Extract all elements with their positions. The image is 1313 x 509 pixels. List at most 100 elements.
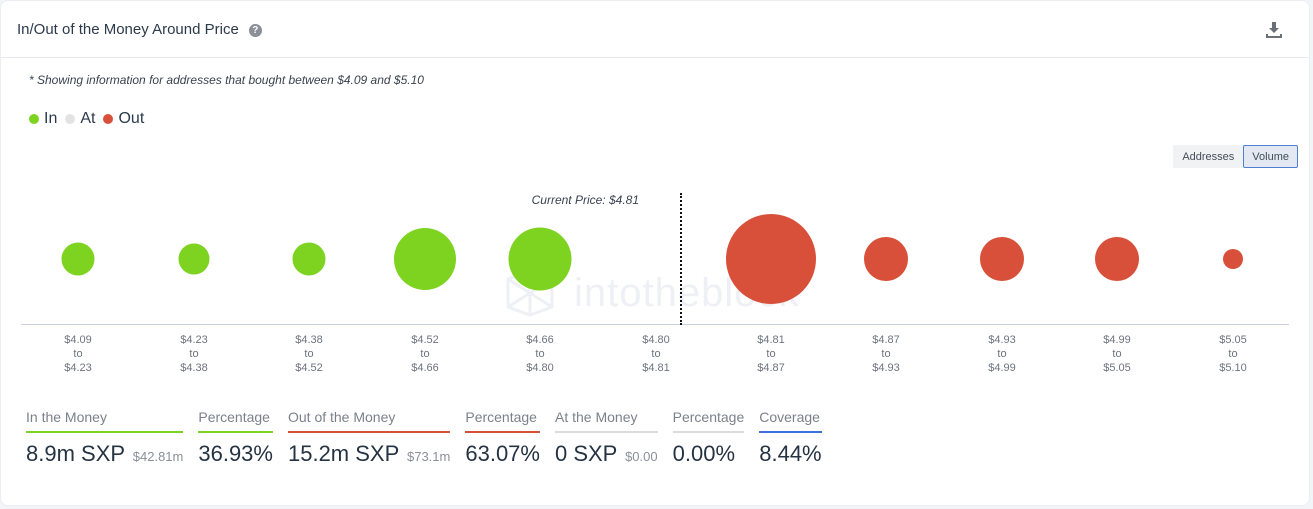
tick-from: $4.81 — [757, 334, 785, 346]
bubble-out[interactable] — [864, 237, 908, 281]
stat-usd-value: $0.00 — [625, 449, 658, 464]
tick-to: $5.05 — [1103, 362, 1131, 374]
stat-label: Percentage — [198, 409, 273, 433]
stat-label: In the Money — [26, 409, 184, 433]
bubble-in[interactable] — [394, 228, 456, 290]
legend-item-in[interactable]: In — [29, 110, 57, 128]
bubble-chart: intotheblock Current Price: $4.81 $4.09 t… — [1, 181, 1311, 381]
current-price-label: Current Price: $4.81 — [531, 193, 639, 207]
x-tick-label: $4.52 to $4.66 — [411, 333, 439, 375]
card-title: In/Out of the Money Around Price — [17, 20, 239, 38]
tick-from: $4.93 — [988, 334, 1016, 346]
bubble-in[interactable] — [61, 242, 95, 276]
bubble-in[interactable] — [292, 242, 326, 276]
stat-value: 0 SXP $0.00 — [554, 441, 658, 466]
tick-to: $5.10 — [1219, 362, 1247, 374]
tick-to-word: to — [420, 348, 430, 360]
tick-to-word: to — [1228, 348, 1238, 360]
x-axis-line — [21, 324, 1289, 325]
tick-from: $4.52 — [411, 334, 439, 346]
tick-to-word: to — [651, 348, 661, 360]
current-price-line — [680, 193, 682, 325]
addresses-button[interactable]: Addresses — [1173, 145, 1244, 168]
tick-to: $4.38 — [180, 362, 208, 374]
stat-label: Percentage — [465, 409, 540, 433]
x-tick-label: $4.09 to $4.23 — [64, 333, 92, 375]
stat-label: Coverage — [759, 409, 822, 433]
legend-label: In — [44, 110, 58, 127]
stat-value: 8.9m SXP $42.81m — [26, 441, 184, 466]
stat-percentage: Percentage 36.93% — [198, 409, 273, 467]
card-header: In/Out of the Money Around Price ? — [1, 1, 1309, 58]
stat-out-of-the-money: Out of the Money 15.2m SXP $73.1m — [287, 409, 451, 467]
tick-to-word: to — [1112, 348, 1122, 360]
x-tick-label: $4.99 to $5.05 — [1103, 333, 1131, 375]
download-icon[interactable] — [1265, 21, 1283, 39]
metric-toggle: Addresses Volume — [1173, 145, 1298, 168]
stat-at-the-money: At the Money 0 SXP $0.00 — [554, 409, 658, 467]
x-tick-label: $4.80 to $4.81 — [642, 333, 670, 375]
tick-to: $4.23 — [64, 362, 92, 374]
tick-to-word: to — [766, 348, 776, 360]
tick-from: $4.23 — [180, 334, 208, 346]
bubble-in[interactable] — [508, 227, 572, 291]
stat-value: 8.44% — [759, 441, 822, 466]
x-tick-label: $4.23 to $4.38 — [180, 333, 208, 375]
stats-row: In the Money 8.9m SXP $42.81m Percentage 36… — [26, 409, 837, 467]
x-tick-label: $5.05 to $5.10 — [1219, 333, 1247, 375]
tick-from: $5.05 — [1219, 334, 1247, 346]
stat-usd-value: $73.1m — [406, 449, 451, 464]
legend-dot-icon — [29, 114, 39, 124]
tick-from: $4.87 — [872, 334, 900, 346]
bubble-in[interactable] — [178, 243, 210, 275]
tick-to-word: to — [73, 348, 83, 360]
tick-from: $4.38 — [295, 334, 323, 346]
tick-to-word: to — [535, 348, 545, 360]
stat-usd-value: $42.81m — [132, 449, 184, 464]
legend-label: At — [80, 110, 96, 127]
stat-label: Out of the Money — [287, 409, 451, 433]
bubble-out[interactable] — [1095, 237, 1139, 281]
x-tick-label: $4.38 to $4.52 — [295, 333, 323, 375]
bubble-out[interactable] — [726, 214, 816, 304]
x-tick-label: $4.93 to $4.99 — [988, 333, 1016, 375]
tick-to: $4.80 — [526, 362, 554, 374]
stat-value: 63.07% — [465, 441, 540, 466]
tick-to: $4.93 — [872, 362, 900, 374]
tick-to: $4.81 — [642, 362, 670, 374]
tick-to-word: to — [997, 348, 1007, 360]
stat-label: Percentage — [672, 409, 745, 433]
stat-label: At the Money — [554, 409, 658, 433]
stat-coverage: Coverage 8.44% — [759, 409, 822, 467]
tick-from: $4.99 — [1103, 334, 1131, 346]
tick-to-word: to — [189, 348, 199, 360]
legend-item-at[interactable]: At — [65, 110, 95, 128]
stat-in-the-money: In the Money 8.9m SXP $42.81m — [26, 409, 184, 467]
legend-item-out[interactable]: Out — [103, 110, 144, 128]
legend-dot-icon — [103, 114, 114, 124]
x-tick-label: $4.87 to $4.93 — [872, 333, 900, 375]
x-tick-label: $4.81 to $4.87 — [757, 333, 785, 375]
stat-percentage: Percentage 63.07% — [465, 409, 540, 467]
stat-value: 0.00% — [672, 441, 736, 466]
tick-from: $4.66 — [526, 334, 554, 346]
tick-from: $4.09 — [64, 334, 92, 346]
question-circle-icon[interactable]: ? — [248, 23, 262, 37]
bubble-out[interactable] — [1223, 249, 1243, 269]
chart-legend: In At Out — [29, 110, 152, 128]
legend-label: Out — [118, 110, 145, 127]
tick-from: $4.80 — [642, 334, 670, 346]
stat-value: 36.93% — [198, 441, 273, 466]
x-tick-label: $4.66 to $4.80 — [526, 333, 554, 375]
tick-to: $4.99 — [988, 362, 1016, 374]
tick-to-word: to — [304, 348, 314, 360]
stat-percentage: Percentage 0.00% — [672, 409, 745, 467]
bubble-out[interactable] — [980, 237, 1024, 281]
tick-to: $4.87 — [757, 362, 785, 374]
tick-to: $4.52 — [295, 362, 323, 374]
stat-value: 15.2m SXP $73.1m — [287, 441, 451, 466]
tick-to: $4.66 — [411, 362, 439, 374]
volume-button[interactable]: Volume — [1243, 145, 1298, 168]
range-note: * Showing information for addresses that… — [29, 73, 424, 87]
